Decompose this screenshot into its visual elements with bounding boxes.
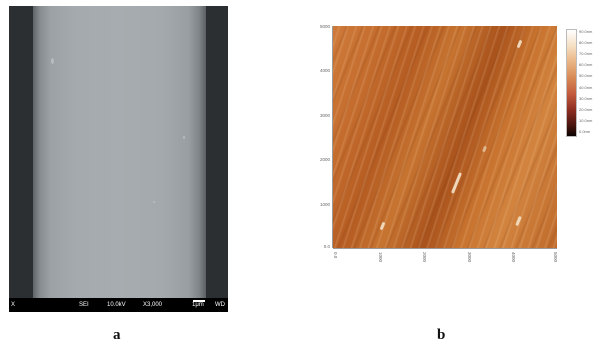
info-wd: WD <box>215 302 225 308</box>
scale-line <box>193 300 205 302</box>
color-scale-label: 70.0nm <box>579 51 593 56</box>
x-tick-label: 5000 <box>553 252 558 263</box>
info-voltage: 10.0kV <box>107 302 126 308</box>
color-scale-label: 40.0nm <box>579 85 593 90</box>
panel-label-b: b <box>437 327 446 343</box>
surface-streak <box>515 215 522 227</box>
color-scale-bar <box>566 29 577 137</box>
x-tick-label: 2000 <box>422 252 427 263</box>
y-tick-label: 5000 <box>319 24 330 29</box>
surface-speck <box>153 201 155 203</box>
y-tick-label: 0.0 <box>323 244 330 249</box>
surface-streak <box>516 39 523 49</box>
y-tick-label: 3000 <box>319 113 330 118</box>
color-scale-label: 20.0nm <box>579 107 593 112</box>
color-scale-label: 90.0nm <box>579 29 593 34</box>
info-detector: SEI <box>79 302 89 308</box>
info-scale: 1μm <box>192 302 204 308</box>
color-scale-label: 10.0nm <box>579 118 593 123</box>
surface-streak <box>379 221 386 231</box>
panel-label-a: a <box>113 327 121 343</box>
y-tick-label: 2000 <box>319 157 330 162</box>
x-axis <box>333 248 557 249</box>
x-tick-label: 1000 <box>378 252 383 263</box>
x-tick-label: 0.0 <box>333 252 338 259</box>
surface-streak <box>450 172 463 194</box>
y-tick-label: 4000 <box>319 68 330 73</box>
surface-speck <box>51 58 54 64</box>
info-magnification: X3,000 <box>143 302 163 308</box>
color-scale-label: 60.0nm <box>579 62 593 67</box>
y-tick-label: 1000 <box>319 202 330 207</box>
info-left: X <box>11 302 16 308</box>
surface-streak <box>481 145 488 153</box>
color-scale-label: 30.0nm <box>579 96 593 101</box>
y-axis <box>332 26 333 248</box>
sem-info-bar: X SEI 10.0kV X3,000 1μm WD <box>9 298 228 312</box>
color-scale-label: 50.0nm <box>579 73 593 78</box>
sem-image: X SEI 10.0kV X3,000 1μm WD <box>9 6 228 312</box>
color-scale-label: 80.0nm <box>579 40 593 45</box>
fiber <box>33 6 206 298</box>
x-tick-label: 3000 <box>467 252 472 263</box>
color-scale-label: 0.0nm <box>579 129 591 134</box>
x-tick-label: 4000 <box>511 252 516 263</box>
afm-image <box>333 26 557 248</box>
surface-speck <box>183 136 185 139</box>
